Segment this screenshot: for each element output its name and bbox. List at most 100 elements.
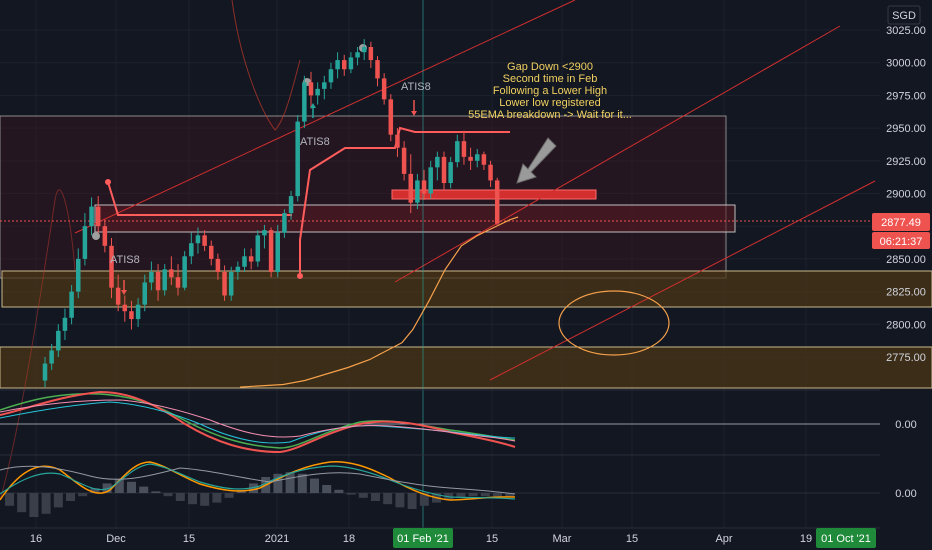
candle-body [135,304,141,320]
y-tick-label: 2925.00 [886,156,926,168]
svg-text:06:21:37: 06:21:37 [880,236,923,248]
candle-body [69,291,74,318]
candle-body [295,121,300,197]
candle-body [49,350,54,364]
support-zone-upper [1,270,932,308]
histogram-bar [505,493,515,497]
candle-body [461,141,467,157]
candle-body [282,213,287,233]
upper-band-curve [231,0,301,131]
x-tick-label: 15 [486,533,498,545]
svg-text:01 Feb '21: 01 Feb '21 [397,533,449,545]
histogram-bar [5,493,14,506]
x-tick-label: 2021 [265,533,289,545]
candle-body [395,134,400,148]
osc1-pink [0,399,516,442]
candle-body [494,180,500,224]
candle-body [455,141,460,163]
osc1-green [0,392,516,449]
candle-body [155,271,161,291]
svg-text:01 Oct '21: 01 Oct '21 [821,533,871,545]
candle-body [129,311,134,320]
histogram-bar [285,472,295,493]
y-tick-label: 2825.00 [886,287,926,299]
histogram-bar [127,481,136,493]
candle-body [215,258,221,272]
histogram-bar [53,493,63,508]
time-axis[interactable]: 16Dec15202118Feb15Mar15Apr19 [30,533,812,545]
candle-body [475,154,480,161]
x-tick-label: Apr [715,533,732,545]
histogram-bar [139,486,149,493]
channel-mid [394,25,841,283]
histogram-bar [78,493,88,497]
candle-body [248,256,254,262]
candle-body [401,147,407,174]
candle-body [62,317,68,331]
histogram-bar [407,493,417,509]
candle-body [441,156,447,184]
oscillator-panel-2 [0,454,880,517]
candle-body [235,266,241,272]
candle-body [169,269,174,278]
candle-body [195,235,201,244]
zones [0,115,932,389]
candle-body [202,235,207,246]
annotation-line-2: Second time in Feb [503,73,598,85]
histogram-bar [66,493,75,501]
candle-body [488,164,493,181]
x-tick-label: 19 [800,533,812,545]
breakdown-bar [391,189,597,200]
histogram-bar [310,478,319,493]
candle-body [102,226,108,246]
osc1-cyan [0,401,516,444]
resistance-zone-box [0,115,727,279]
candle-body [42,363,48,381]
candle-body [255,235,261,262]
histogram-bar [322,485,332,493]
histogram-bar [212,493,222,503]
currency-badge: SGD [887,5,921,25]
support-zone-lower [0,346,932,389]
date-badge-feb: 01 Feb '21 [393,528,453,548]
step-line-right [299,126,510,276]
osc2-grey [0,465,516,495]
annotation: Gap Down <2900 Second time in Feb Follow… [468,61,632,121]
candle-body [109,245,114,288]
candle-body [435,156,440,168]
candle-body [76,258,81,292]
candle-body [388,99,394,135]
histogram-bar [297,473,307,493]
candle-body [182,256,187,288]
candle-body [56,330,61,351]
x-tick-label: Mar [553,533,572,545]
candle-body [428,167,433,194]
candle-body [408,173,413,203]
candles [42,39,500,388]
histogram-bar [188,493,197,505]
x-tick-label: 15 [183,533,195,545]
svg-text:2877.49: 2877.49 [881,217,921,229]
histogram-bar [383,493,393,505]
histogram-bar [41,493,51,514]
histogram-bar [358,493,368,498]
histogram-bar [163,493,173,497]
channel-upper [74,0,576,234]
step-line-left [107,181,292,216]
candle-body [355,52,360,58]
candle-body [348,57,354,70]
candle-body [335,60,340,70]
annotation-line-1: Gap Down <2900 [507,61,593,73]
histogram-bar [468,493,478,497]
x-tick-label: Dec [106,533,126,545]
candle-body [122,304,128,312]
down-arrow-icon [516,137,557,184]
annotation-line-5: 55EMA breakdown -> Wait for it... [468,109,632,121]
panel1-zero-label: 0.00 [895,419,916,431]
candle-body [448,162,453,184]
oscillator-panel-1 [0,389,880,454]
histogram-bar [419,493,429,506]
signal-label-3: ATIS8 [401,81,431,93]
y-tick-label: 3025.00 [886,25,926,37]
